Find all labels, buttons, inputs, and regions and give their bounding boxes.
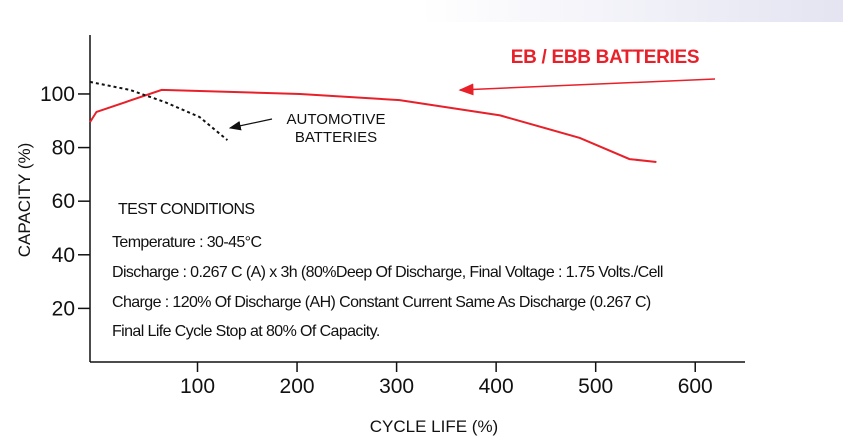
callout-pointer	[458, 78, 716, 96]
y-tick-label: 80	[52, 137, 75, 160]
notes-title: TEST CONDITIONS	[118, 201, 255, 218]
x-tick-label: 500	[578, 375, 613, 398]
x-axis-title: CYCLE LIFE (%)	[370, 417, 498, 436]
x-tick-label: 100	[180, 375, 215, 398]
line-series	[89, 88, 657, 163]
y-axis-title: CAPACITY (%)	[15, 143, 34, 258]
x-tick-label: 400	[479, 375, 514, 398]
y-tick-label: 40	[52, 244, 75, 267]
callout-pointer	[228, 118, 273, 131]
line-series	[89, 80, 229, 141]
y-tick-label: 60	[52, 190, 75, 213]
series-label: EB / EBB BATTERIES	[511, 47, 700, 68]
x-tick-label: 200	[280, 375, 315, 398]
x-tick-label: 600	[678, 375, 713, 398]
notes-line: Final Life Cycle Stop at 80% Of Capacity…	[112, 323, 380, 340]
notes-line: Discharge : 0.267 C (A) x 3h (80%Deep Of…	[112, 264, 663, 281]
y-tick-label: 100	[40, 83, 75, 106]
notes-line: Charge : 120% Of Discharge (AH) Constant…	[112, 294, 651, 311]
x-tick-label: 300	[379, 375, 414, 398]
series-label-line: BATTERIES	[295, 129, 377, 146]
notes-line: Temperature : 30-45°C	[112, 234, 261, 251]
series-label-line: AUTOMOTIVE	[287, 111, 386, 128]
y-tick-label: 20	[52, 297, 75, 320]
header-band	[420, 0, 843, 22]
series-label: AUTOMOTIVE BATTERIES	[287, 111, 386, 146]
